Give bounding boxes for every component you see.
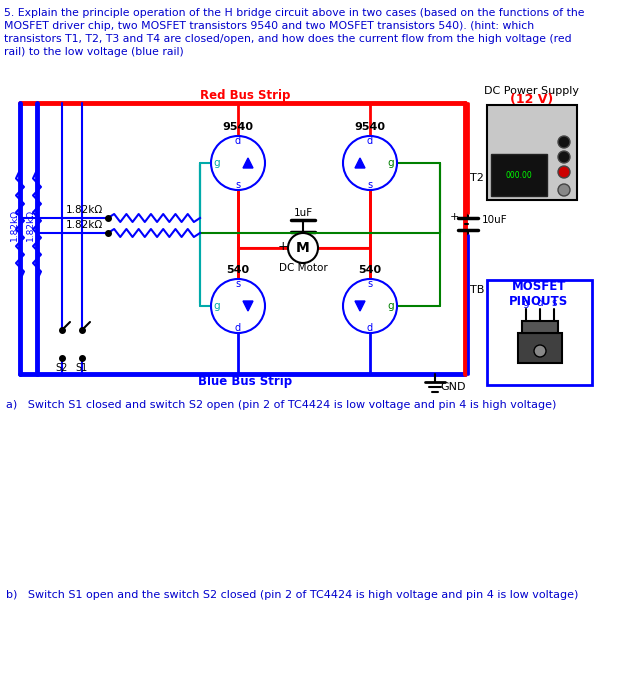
Bar (522, 321, 558, 333)
Text: MOSFET
PINOUTS: MOSFET PINOUTS (510, 280, 569, 308)
Text: 9540: 9540 (355, 122, 386, 132)
Text: 10uF: 10uF (482, 215, 508, 225)
Text: g: g (388, 301, 394, 311)
Text: (12 V): (12 V) (510, 93, 554, 106)
Text: 1.82kΩ: 1.82kΩ (9, 209, 19, 241)
Text: 540: 540 (226, 265, 250, 275)
Text: 1uF: 1uF (293, 208, 312, 218)
Text: 1.82kΩ: 1.82kΩ (25, 209, 35, 241)
Circle shape (343, 136, 397, 190)
Circle shape (343, 279, 397, 333)
Text: +: + (278, 240, 288, 253)
Text: S2: S2 (56, 363, 68, 373)
Circle shape (211, 136, 265, 190)
Bar (491, 154, 547, 196)
Text: M: M (296, 241, 310, 255)
Text: MOSFET driver chip, two MOSFET transistors 9540 and two MOSFET transistors 540).: MOSFET driver chip, two MOSFET transisto… (4, 21, 534, 31)
Text: Red Bus Strip: Red Bus Strip (200, 89, 290, 102)
Text: 540: 540 (358, 265, 381, 275)
Text: 000.00: 000.00 (506, 170, 533, 179)
Polygon shape (243, 301, 253, 311)
Text: TB: TB (470, 285, 484, 295)
Text: g: g (214, 158, 220, 168)
Circle shape (288, 233, 318, 263)
Text: S1: S1 (76, 363, 88, 373)
Text: g: g (388, 158, 394, 168)
Circle shape (558, 136, 570, 148)
Circle shape (558, 166, 570, 178)
Text: g: g (214, 301, 220, 311)
Text: d: d (367, 323, 373, 333)
Text: Blue Bus Strip: Blue Bus Strip (198, 374, 292, 387)
Text: 5. Explain the principle operation of the H bridge circuit above in two cases (b: 5. Explain the principle operation of th… (4, 8, 585, 18)
Text: s: s (368, 279, 373, 289)
Text: transistors T1, T2, T3 and T4 are closed/open, and how does the current flow fro: transistors T1, T2, T3 and T4 are closed… (4, 34, 572, 44)
Text: DC Motor: DC Motor (278, 263, 327, 273)
Polygon shape (355, 301, 365, 311)
Text: DC Power Supply: DC Power Supply (484, 86, 580, 96)
Text: s: s (236, 279, 241, 289)
Text: d: d (235, 136, 241, 146)
Bar (518, 333, 562, 363)
Circle shape (558, 151, 570, 163)
Text: 9540: 9540 (223, 122, 254, 132)
Text: T2: T2 (470, 173, 484, 183)
Text: GND: GND (440, 382, 466, 392)
Circle shape (558, 184, 570, 196)
Text: d: d (367, 136, 373, 146)
Text: rail) to the low voltage (blue rail): rail) to the low voltage (blue rail) (4, 47, 184, 57)
Polygon shape (243, 158, 253, 168)
Text: s: s (551, 298, 557, 308)
Text: b)   Switch S1 open and the switch S2 closed (pin 2 of TC4424 is high voltage an: b) Switch S1 open and the switch S2 clos… (6, 590, 578, 600)
Bar (487, 280, 592, 385)
Text: d: d (537, 298, 543, 308)
Bar (487, 105, 577, 200)
Circle shape (211, 279, 265, 333)
Text: d: d (235, 323, 241, 333)
Text: a)   Switch S1 closed and switch S2 open (pin 2 of TC4424 is low voltage and pin: a) Switch S1 closed and switch S2 open (… (6, 400, 556, 410)
Circle shape (534, 345, 546, 357)
Text: 1.82kΩ: 1.82kΩ (66, 220, 103, 230)
Text: +: + (450, 212, 459, 222)
Polygon shape (355, 158, 365, 168)
Text: s: s (236, 180, 241, 190)
Text: g: g (523, 298, 529, 308)
Text: 1.82kΩ: 1.82kΩ (66, 205, 103, 215)
Text: s: s (368, 180, 373, 190)
